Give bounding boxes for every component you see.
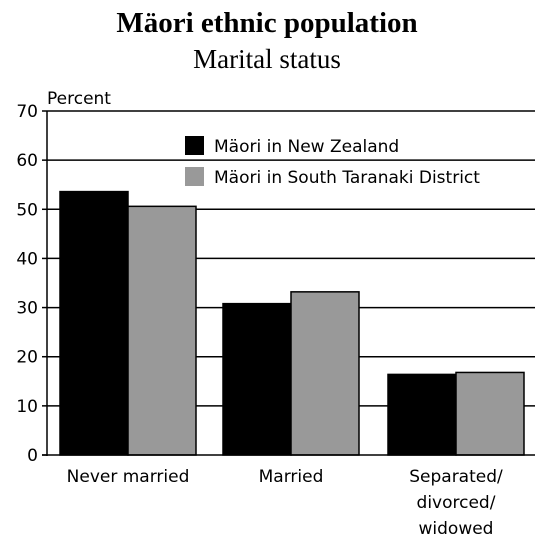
y-tick-label: 0 <box>27 446 38 466</box>
x-tick-label: Married <box>259 467 324 487</box>
bar-nz-2 <box>387 373 457 456</box>
legend-swatch-south-taranaki <box>185 167 204 186</box>
bar-nz-1 <box>222 302 292 456</box>
y-axis-label: Percent <box>47 89 111 109</box>
y-tick-label: 10 <box>16 397 38 417</box>
legend-label-nz: Mäori in New Zealand <box>214 137 399 157</box>
chart-title: Mäori ethnic population <box>116 7 417 39</box>
legend-swatch-nz <box>185 136 204 155</box>
legend: Mäori in New Zealand Mäori in South Tara… <box>185 136 480 188</box>
legend-label-south-taranaki: Mäori in South Taranaki District <box>214 168 480 188</box>
y-tick-labels: 0 10 20 30 40 50 60 70 <box>16 102 38 466</box>
bar-south-taranaki-2 <box>455 371 525 456</box>
bar-south-taranaki-1 <box>290 291 360 456</box>
x-tick-label: Separated/ <box>409 467 503 487</box>
y-tick-label: 60 <box>16 151 38 171</box>
y-tick-label: 40 <box>16 249 38 269</box>
x-tick-labels: Never married Married Separated/divorced/w… <box>67 467 503 539</box>
y-tick-label: 70 <box>16 102 38 122</box>
y-tick-label: 30 <box>16 299 38 319</box>
y-tick-label: 20 <box>16 348 38 368</box>
x-tick-label: divorced/ <box>417 493 496 513</box>
bars <box>59 190 525 456</box>
x-tick-label: Never married <box>67 467 190 487</box>
bar-south-taranaki-0 <box>127 205 197 456</box>
axes <box>42 110 535 456</box>
x-tick-label: widowed <box>419 519 494 539</box>
y-tick-label: 50 <box>16 200 38 220</box>
chart-subtitle: Marital status <box>193 44 341 74</box>
bar-nz-0 <box>59 190 129 456</box>
